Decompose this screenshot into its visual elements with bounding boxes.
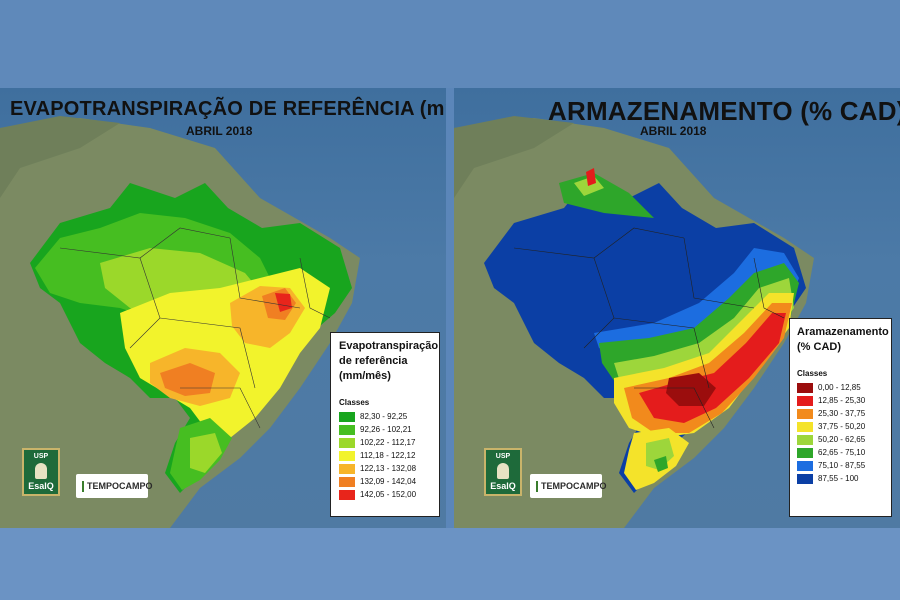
esalq-usp-logo: USP EsalQ bbox=[22, 448, 60, 496]
zone-south-light bbox=[190, 433, 222, 473]
legend-swatch bbox=[797, 460, 813, 471]
legend-item: 92,26 - 102,21 bbox=[339, 423, 431, 436]
legend-swatch bbox=[797, 421, 813, 432]
legend-title: Aramazenamento (% CAD) bbox=[797, 325, 889, 355]
seal-icon bbox=[35, 463, 47, 479]
map-subtitle: ABRIL 2018 bbox=[186, 124, 253, 138]
legend-label: 82,30 - 92,25 bbox=[360, 412, 408, 421]
legend-classes-label: Classes bbox=[797, 369, 828, 378]
legend-title-line: Evapotranspiração bbox=[339, 340, 439, 352]
legend-item: 142,05 - 152,00 bbox=[339, 488, 431, 501]
legend-label: 50,20 - 62,65 bbox=[818, 435, 866, 444]
state-borders bbox=[59, 227, 331, 429]
legend-title-line: (% CAD) bbox=[797, 341, 841, 353]
esalq-logo-text: EsalQ bbox=[490, 481, 516, 491]
legend-item: 82,30 - 92,25 bbox=[339, 410, 431, 423]
legend-swatch bbox=[797, 408, 813, 419]
legend-item: 112,18 - 122,12 bbox=[339, 449, 431, 462]
tempocampo-icon bbox=[82, 480, 84, 492]
map-legend: Aramazenamento (% CAD) Classes 0,00 - 12… bbox=[789, 318, 892, 517]
legend-item: 122,13 - 132,08 bbox=[339, 462, 431, 475]
tempocampo-logo-text: TEMPOCAMPO bbox=[87, 481, 153, 491]
top-background bbox=[0, 0, 900, 88]
legend-label: 112,18 - 122,12 bbox=[360, 451, 416, 460]
storage-map bbox=[454, 116, 814, 528]
legend-swatch bbox=[797, 447, 813, 458]
legend-label: 132,09 - 142,04 bbox=[360, 477, 417, 486]
legend-swatch bbox=[797, 473, 813, 484]
tempocampo-icon bbox=[536, 480, 538, 492]
legend-item: 132,09 - 142,04 bbox=[339, 475, 431, 488]
legend-swatch bbox=[797, 434, 813, 445]
legend-label: 87,55 - 100 bbox=[818, 474, 859, 483]
legend-label: 142,05 - 152,00 bbox=[360, 490, 417, 499]
seal-icon bbox=[497, 463, 509, 479]
legend-item: 50,20 - 62,65 bbox=[797, 433, 884, 446]
legend-label: 62,65 - 75,10 bbox=[818, 448, 866, 457]
usp-logo-text: USP bbox=[33, 453, 49, 460]
legend-swatch bbox=[339, 424, 355, 435]
legend-swatch bbox=[339, 476, 355, 487]
legend-title-line: de referência bbox=[339, 355, 408, 367]
legend-label: 37,75 - 50,20 bbox=[818, 422, 866, 431]
zone-142-152 bbox=[275, 293, 292, 312]
esalq-usp-logo: USP EsalQ bbox=[484, 448, 522, 496]
zone-south-dark bbox=[654, 456, 668, 472]
legend-label: 92,26 - 102,21 bbox=[360, 425, 412, 434]
tempocampo-logo-text: TEMPOCAMPO bbox=[541, 481, 607, 491]
usp-logo-text: USP bbox=[495, 453, 511, 460]
zone-north-dry bbox=[586, 168, 596, 186]
legend-label: 122,13 - 132,08 bbox=[360, 464, 417, 473]
map-title: ARMAZENAMENTO (% CAD) bbox=[548, 96, 900, 126]
legend-item: 25,30 - 37,75 bbox=[797, 407, 884, 420]
legend-item: 62,65 - 75,10 bbox=[797, 446, 884, 459]
state-borders bbox=[513, 227, 785, 429]
evapotranspiration-map-panel: EVAPOTRANSPIRAÇÃO DE REFERÊNCIA (mm/mês)… bbox=[0, 88, 446, 528]
legend-item: 75,10 - 87,55 bbox=[797, 459, 884, 472]
legend-item: 12,85 - 25,30 bbox=[797, 394, 884, 407]
zone-north-coast-light bbox=[574, 176, 604, 196]
legend-item: 0,00 - 12,85 bbox=[797, 381, 884, 394]
esalq-logo-text: EsalQ bbox=[28, 481, 54, 491]
legend-item: 37,75 - 50,20 bbox=[797, 420, 884, 433]
legend-swatch bbox=[339, 411, 355, 422]
legend-swatch bbox=[339, 437, 355, 448]
evapotranspiration-map bbox=[0, 116, 360, 528]
legend-item: 87,55 - 100 bbox=[797, 472, 884, 485]
legend-label: 102,22 - 112,17 bbox=[360, 438, 416, 447]
storage-map-panel: ARMAZENAMENTO (% CAD) ABRIL 2018 Aramaze… bbox=[454, 88, 900, 528]
legend-label: 25,30 - 37,75 bbox=[818, 409, 866, 418]
northern-land bbox=[454, 116, 574, 198]
legend-title: Evapotranspiração de referência (mm/mês) bbox=[339, 339, 439, 384]
legend-label: 75,10 - 87,55 bbox=[818, 461, 866, 470]
legend-label: 12,85 - 25,30 bbox=[818, 396, 866, 405]
map-legend: Evapotranspiração de referência (mm/mês)… bbox=[330, 332, 440, 517]
legend-swatch bbox=[339, 450, 355, 461]
bottom-background bbox=[0, 528, 900, 600]
legend-item: 102,22 - 112,17 bbox=[339, 436, 431, 449]
legend-swatch bbox=[339, 489, 355, 500]
legend-swatch bbox=[797, 382, 813, 393]
legend-classes-label: Classes bbox=[339, 398, 370, 407]
legend-title-line: (mm/mês) bbox=[339, 370, 391, 382]
legend-label: 0,00 - 12,85 bbox=[818, 383, 861, 392]
legend-title-line: Aramazenamento bbox=[797, 326, 889, 338]
legend-swatch bbox=[339, 463, 355, 474]
northern-land bbox=[0, 116, 120, 198]
tempocampo-logo: TEMPOCAMPO bbox=[76, 474, 153, 498]
map-title: EVAPOTRANSPIRAÇÃO DE REFERÊNCIA (mm/mês) bbox=[10, 98, 446, 120]
map-subtitle: ABRIL 2018 bbox=[640, 124, 707, 138]
legend-swatch bbox=[797, 395, 813, 406]
zone-0-12 bbox=[666, 373, 716, 406]
tempocampo-logo: TEMPOCAMPO bbox=[530, 474, 607, 498]
